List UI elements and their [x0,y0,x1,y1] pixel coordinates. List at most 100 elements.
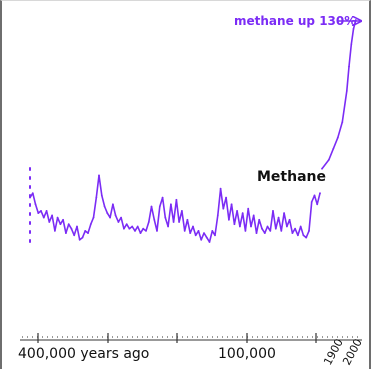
ice-core-point-11 [59,223,62,226]
ice-core-point-92 [283,212,285,215]
modern-point-2 [332,147,335,150]
ice-core-point-77 [241,212,244,215]
modern-point-8 [352,28,355,30]
ice-core-point-48 [161,196,164,199]
ice-core-point-38 [134,230,136,232]
ice-core-point-91 [280,230,283,232]
ice-core-point-43 [147,221,150,223]
ice-core-point-46 [156,230,158,232]
ice-core-point-34 [123,227,125,230]
ice-core-point-33 [120,216,122,219]
modern-point-6 [348,65,350,68]
modern-point-1 [327,159,330,161]
ice-core-point-96 [294,227,296,230]
ice-core-point-15 [70,227,73,230]
ice-core-point-19 [81,236,84,239]
ice-core-point-80 [250,225,252,228]
ice-core-point-104 [316,203,319,206]
ice-core-point-35 [125,223,128,226]
ice-core-point-50 [167,225,170,228]
ice-core-point-44 [150,205,153,208]
ice-core-point-97 [297,234,299,237]
ice-core-point-17 [76,225,78,228]
ice-core-point-57 [186,218,189,221]
ice-core-point-18 [78,238,81,241]
ice-core-point-0 [29,196,31,199]
ice-core-point-51 [170,203,172,206]
callout-methane-up: methane up 130% [234,14,356,28]
ice-core-point-87 [269,230,272,232]
ice-core-point-75 [236,210,239,212]
ice-core-point-68 [216,214,219,217]
ice-core-point-21 [87,232,89,235]
ice-core-point-24 [95,196,98,199]
ice-core-point-47 [158,205,161,208]
ice-core-point-99 [302,234,305,237]
ice-core-point-62 [200,238,203,241]
ice-core-point-74 [233,223,236,226]
ice-core-point-79 [247,207,250,210]
ice-core-point-98 [299,225,302,228]
ice-core-point-16 [73,234,76,237]
ice-core-point-89 [274,227,277,230]
ice-core-point-3 [37,212,40,215]
ice-core-point-67 [214,234,216,237]
ice-core-point-56 [183,230,186,232]
ice-core-point-78 [244,230,247,232]
ice-core-point-105 [319,192,321,195]
modern-point-0 [321,167,323,170]
ice-core-point-90 [277,216,280,219]
ice-core-point-25 [98,174,100,177]
ice-core-point-30 [112,203,114,206]
ice-core-point-7 [48,221,51,223]
ice-core-point-12 [62,218,64,221]
ice-core-point-26 [100,194,103,197]
ice-core-point-64 [205,236,208,239]
ice-core-point-73 [230,203,233,206]
ice-core-point-45 [153,218,156,221]
ice-core-point-23 [92,216,95,219]
ice-core-point-49 [164,216,167,219]
ice-core-point-86 [266,225,269,228]
ice-core-point-9 [54,230,56,232]
ice-core-point-85 [263,232,266,235]
x-tick-label-2000: 2000 [340,337,365,368]
ice-core-point-8 [51,214,53,217]
ice-core-point-70 [222,207,225,210]
ice-core-point-27 [103,205,106,208]
ice-core-point-1 [31,192,34,195]
ice-core-point-69 [219,187,222,190]
x-axis-major-ticks [37,333,317,343]
ice-core-point-31 [114,214,117,217]
ice-core-point-101 [308,230,310,232]
ice-core-point-42 [145,230,147,232]
ice-core-point-95 [291,232,294,235]
ice-core-point-6 [45,210,48,212]
ice-core-point-93 [286,225,288,228]
ice-core-point-41 [142,227,145,230]
ice-core-point-66 [211,230,214,232]
x-tick-label-100000: 100,000 [218,346,276,362]
ice-core-point-63 [203,232,205,235]
modern-point-4 [341,121,344,123]
ice-core-point-84 [261,227,263,230]
ice-core-point-53 [175,198,178,201]
ice-core-point-54 [178,221,181,223]
ice-core-point-60 [194,234,197,237]
series-label-methane: Methane [257,169,326,185]
modern-point-7 [350,43,353,46]
ice-core-point-52 [172,221,175,223]
ice-core-point-4 [40,210,42,212]
ice-core-point-55 [181,210,183,212]
ice-core-point-83 [258,218,261,221]
ice-core-point-58 [189,232,192,235]
ice-core-point-82 [255,232,258,235]
methane-modern-line [321,19,357,170]
ice-core-point-13 [65,232,67,235]
ice-core-point-59 [192,225,194,228]
ice-core-point-39 [136,225,139,228]
ice-core-point-40 [139,232,142,235]
modern-point-5 [345,90,348,92]
ice-core-point-22 [89,223,92,226]
